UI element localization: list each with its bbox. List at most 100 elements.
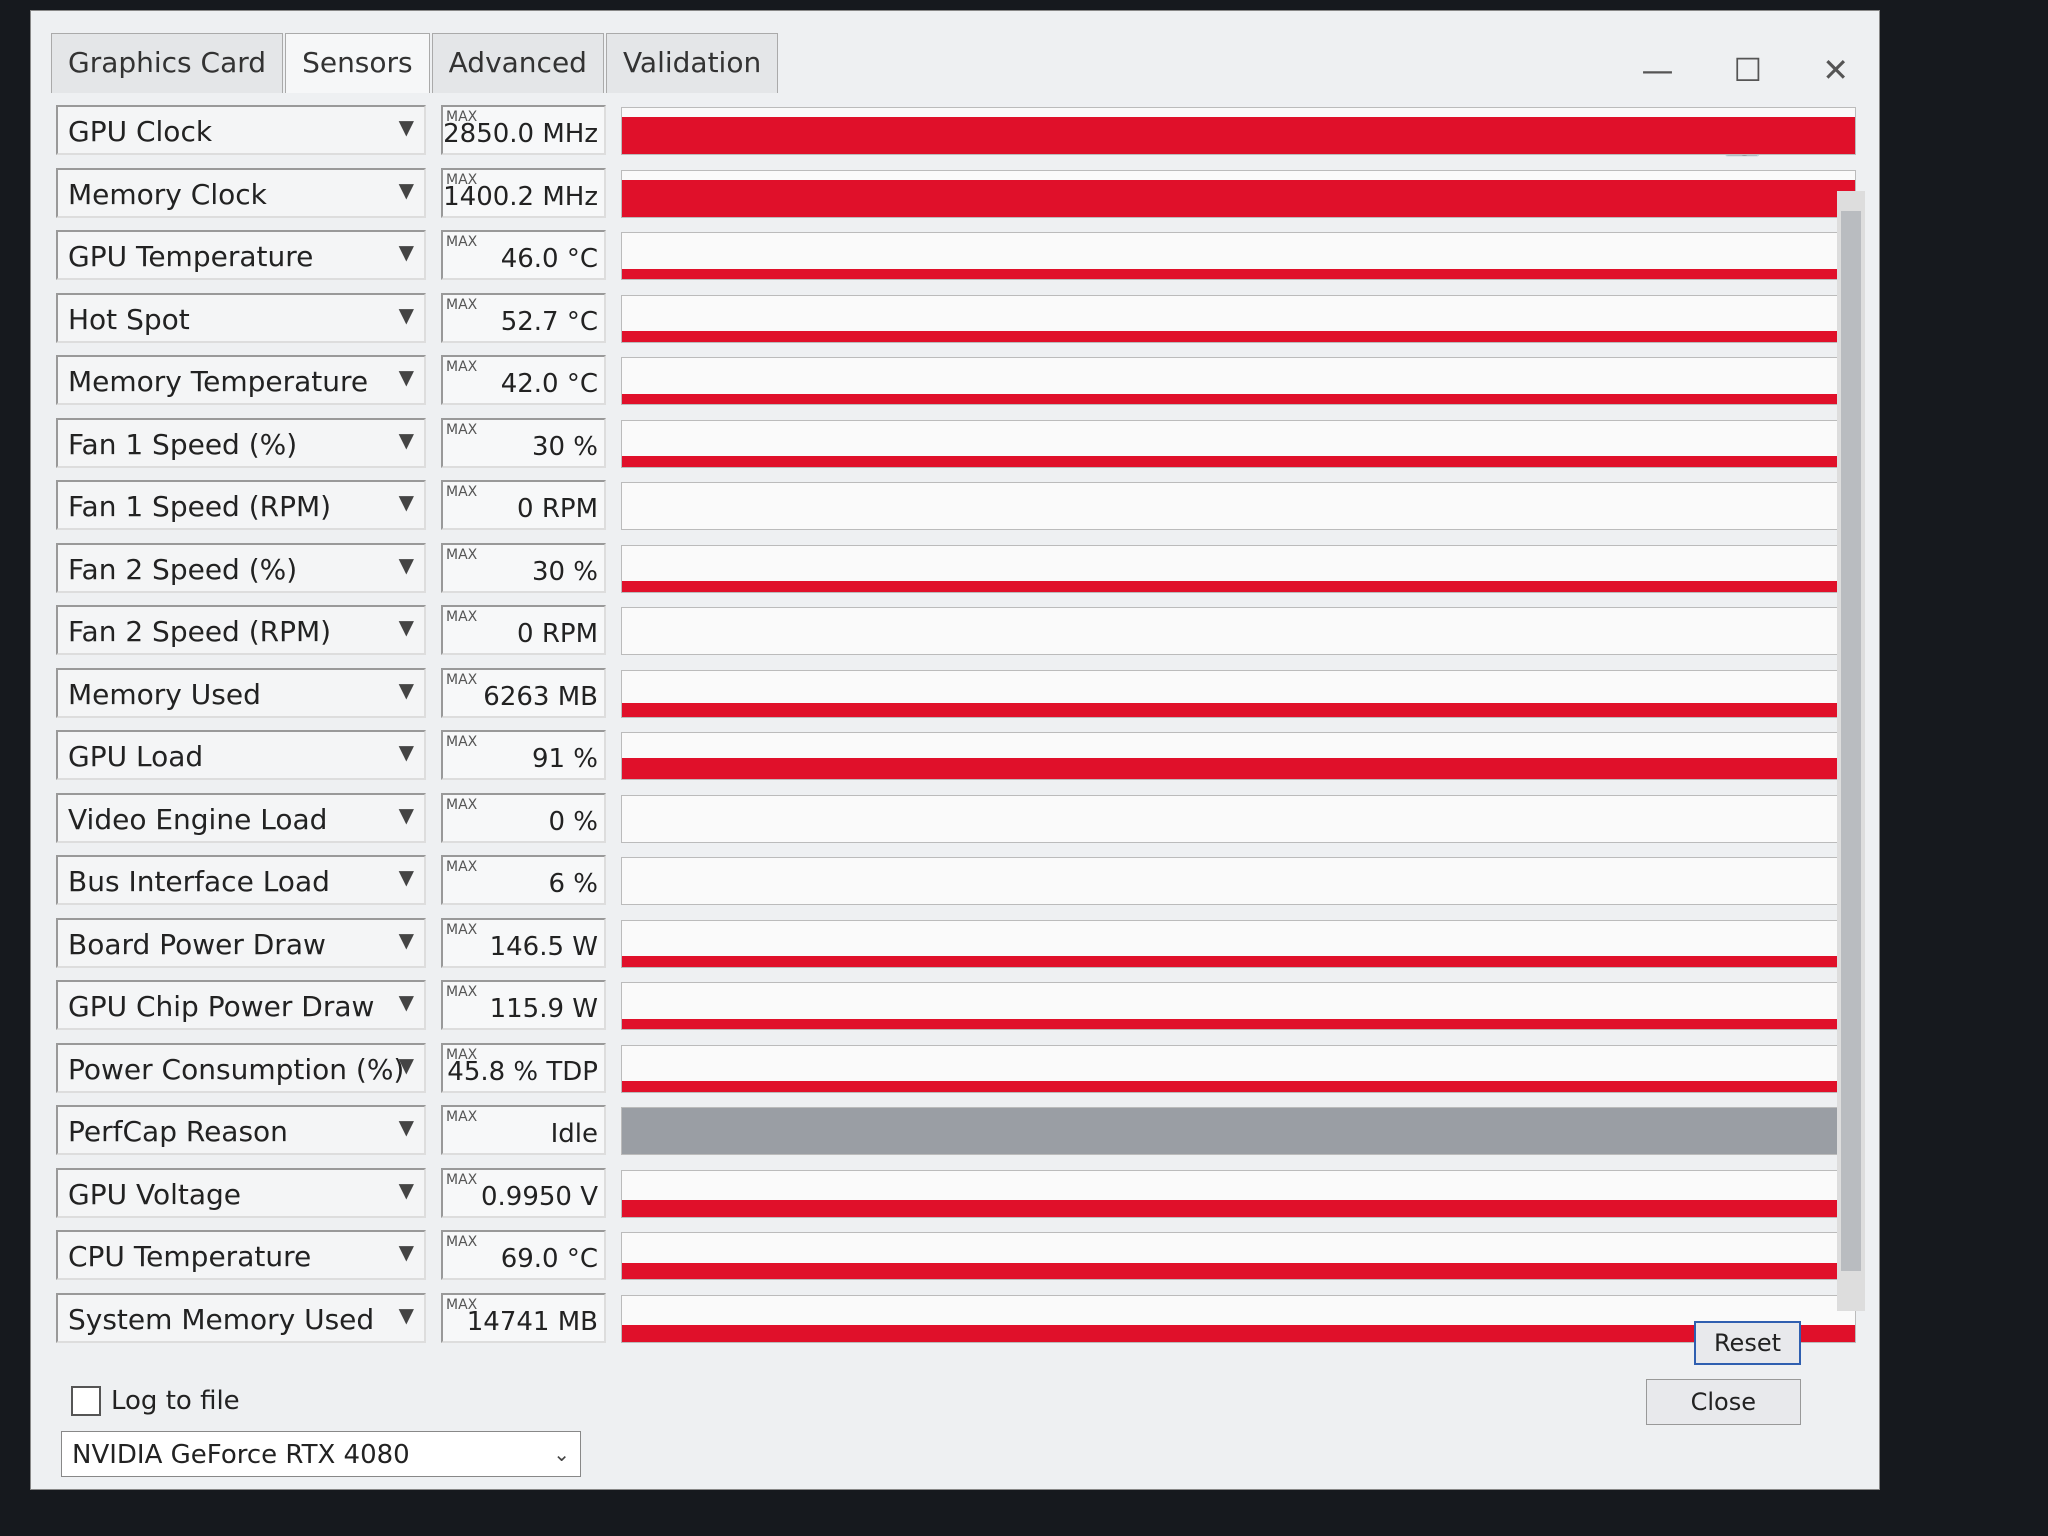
dropdown-arrow: ▼ [398,490,414,514]
sensor-name-select[interactable]: PerfCap Reason ▼ [56,1105,426,1155]
tab[interactable]: Sensors [285,33,430,93]
sensor-value: 30 % [531,556,598,587]
max-label: MAX [446,1046,478,1063]
minimize[interactable]: — [1641,51,1674,89]
max-label: MAX [446,109,478,125]
sensor-name: GPU Temperature [68,240,314,273]
log-checkbox[interactable] [71,1386,101,1416]
graph-fill [622,1325,1855,1342]
sensor-value: 0.9950 V [480,1181,598,1212]
sensor-row: GPU Clock ▼ MAX 2850.0 MHz [56,101,1886,164]
sensor-value: 2850.0 MHz [443,119,598,149]
sensor-row: Memory Clock ▼ MAX 1400.2 MHz [56,164,1886,227]
sensor-value-box: MAX 0 % [441,792,606,843]
graph-fill [622,758,1855,779]
sensor-name-select[interactable]: Bus Interface Load ▼ [56,855,426,905]
maximize[interactable]: ☐ [1733,51,1763,89]
sensor-name-select[interactable]: GPU Voltage ▼ [56,1167,426,1218]
sensor-value: 45.8 % TDP [447,1056,598,1087]
sensor-row: System Memory Used ▼ MAX 14741 MB [56,1289,1886,1352]
sensor-value-box: MAX 6 % [441,855,606,905]
max-label: MAX [446,234,478,250]
dropdown-arrow: ▼ [398,302,414,327]
sensor-name-select[interactable]: Memory Used ▼ [56,667,426,718]
sensor-graph [621,232,1856,280]
sensor-name: PerfCap Reason [68,1115,288,1148]
tab[interactable]: Validation [605,33,779,93]
log-label[interactable]: Log to file [111,1386,240,1416]
sensor-name: GPU Clock [68,115,213,148]
sensor-graph [621,857,1856,905]
sensor-value-box: MAX 52.7 °C [441,292,606,343]
scroll-thumb[interactable] [1841,211,1861,1271]
sensor-name-select[interactable]: System Memory Used ▼ [56,1292,426,1343]
sensor-name-select[interactable]: GPU Load ▼ [56,730,426,780]
max-label: MAX [446,1109,478,1125]
sensor-name-select[interactable]: CPU Temperature ▼ [56,1230,426,1280]
sensor-value-box: MAX 115.9 W [441,980,606,1030]
max-label: MAX [446,546,478,563]
sensor-graph [621,294,1856,343]
sensor-name-select[interactable]: Hot Spot ▼ [56,292,426,343]
sensor-list: GPU Clock ▼ MAX 2850.0 MHz Memory Clock ▼ MAX 1… [56,101,1886,1351]
sensor-name: Board Power Draw [68,927,326,961]
graph-fill [622,702,1855,717]
sensor-graph [621,419,1856,468]
dropdown-arrow: ▼ [398,740,414,764]
sensor-value: 91 % [531,744,598,774]
dropdown-arrow: ▼ [398,427,414,452]
reset-button[interactable]: Reset [1693,1321,1801,1365]
sensor-name-select[interactable]: GPU Chip Power Draw ▼ [56,980,426,1030]
sensor-name-select[interactable]: Fan 2 Speed (RPM) ▼ [56,605,426,655]
scrollbar[interactable] [1837,191,1865,1311]
sensor-name: GPU Load [68,740,204,773]
sensor-value: 6 % [548,869,598,899]
max-label: MAX [446,734,478,750]
max-label: MAX [446,1296,478,1313]
sensor-graph [621,1294,1856,1343]
sensor-name: Fan 2 Speed (RPM) [68,615,332,648]
sensor-row: GPU Voltage ▼ MAX 0.9950 V [56,1164,1886,1227]
dropdown-arrow: ⌄ [553,1442,570,1466]
tab[interactable]: Graphics Card [51,33,284,93]
sensor-name-select[interactable]: GPU Clock ▼ [56,105,426,155]
sensor-row: Video Engine Load ▼ MAX 0 % [56,789,1886,852]
sensor-name-select[interactable]: Memory Clock ▼ [56,167,426,218]
close-x[interactable]: ✕ [1822,51,1849,89]
sensor-name-select[interactable]: Power Consumption (%) ▼ [56,1042,426,1093]
dropdown-arrow: ▼ [398,365,414,389]
sensor-graph [621,982,1856,1030]
sensor-name-select[interactable]: GPU Temperature ▼ [56,230,426,280]
sensor-row: Fan 1 Speed (RPM) ▼ MAX 0 RPM [56,476,1886,539]
dropdown-arrow: ▼ [398,1240,414,1264]
max-label: MAX [446,296,478,313]
sensor-row: Fan 1 Speed (%) ▼ MAX 30 % [56,414,1886,477]
sensor-graph [621,732,1856,780]
device-select[interactable]: NVIDIA GeForce RTX 4080 ⌄ [61,1431,581,1477]
sensor-value-box: MAX 45.8 % TDP [441,1042,606,1093]
sensor-name-select[interactable]: Fan 1 Speed (RPM) ▼ [56,480,426,530]
sensor-name: System Memory Used [68,1302,375,1336]
tab[interactable]: Advanced [431,33,604,93]
sensor-name-select[interactable]: Video Engine Load ▼ [56,792,426,843]
sensor-value: 52.7 °C [500,306,598,337]
sensor-row: Board Power Draw ▼ MAX 146.5 W [56,914,1886,977]
sensor-name-select[interactable]: Fan 1 Speed (%) ▼ [56,417,426,468]
sensor-name-select[interactable]: Memory Temperature ▼ [56,355,426,405]
sensor-value: 6263 MB [483,681,598,712]
sensor-value-box: MAX 42.0 °C [441,355,606,405]
sensor-value-box: MAX 0.9950 V [441,1167,606,1218]
sensor-name-select[interactable]: Board Power Draw ▼ [56,917,426,968]
sensor-name-select[interactable]: Fan 2 Speed (%) ▼ [56,542,426,593]
graph-fill [622,456,1855,467]
graph-fill [622,331,1855,342]
sensor-value: Idle [550,1119,598,1149]
close-button[interactable]: Close [1645,1379,1801,1425]
sensor-value-box: MAX 14741 MB [441,1292,606,1343]
sensor-row: Memory Temperature ▼ MAX 42.0 °C [56,351,1886,414]
sensor-name: Hot Spot [68,302,190,336]
sensor-graph [621,919,1856,968]
sensor-value-box: MAX 30 % [441,417,606,468]
dropdown-arrow: ▼ [398,677,414,702]
